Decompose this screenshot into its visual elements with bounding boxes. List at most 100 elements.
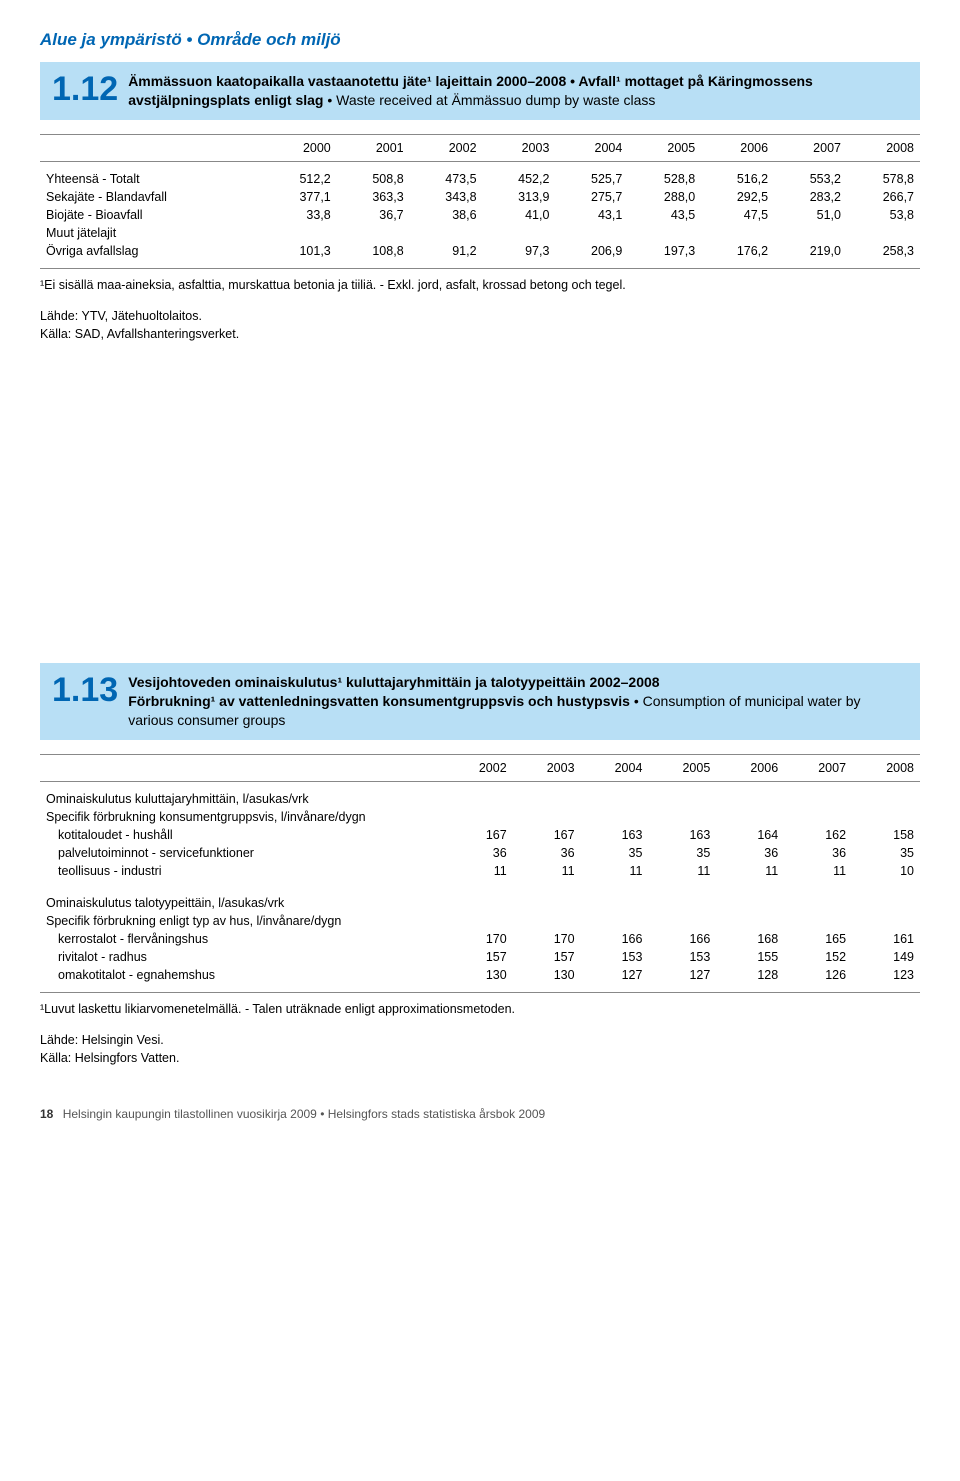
cell	[410, 224, 483, 242]
footer-text: Helsingin kaupungin tilastollinen vuosik…	[63, 1107, 545, 1121]
cell: 170	[513, 930, 581, 948]
table-row: Övriga avfallslag101,3108,891,297,3206,9…	[40, 242, 920, 260]
row-label: kotitaloudet - hushåll	[40, 826, 445, 844]
cell	[701, 224, 774, 242]
cell: 36	[784, 844, 852, 862]
table-row: Muut jätelajit	[40, 224, 920, 242]
cell: 170	[445, 930, 513, 948]
row-label: Biojäte - Bioavfall	[40, 206, 264, 224]
cell: 167	[445, 826, 513, 844]
table-113-footnote: ¹Luvut laskettu likiarvomenetelmällä. - …	[40, 1001, 920, 1019]
table-113-source2: Källa: Helsingfors Vatten.	[40, 1050, 920, 1068]
col-year: 2007	[774, 134, 847, 161]
table-113-header-row: 2002 2003 2004 2005 2006 2007 2008	[40, 754, 920, 781]
cell: 288,0	[628, 188, 701, 206]
cell: 157	[513, 948, 581, 966]
cell	[774, 224, 847, 242]
cell: 108,8	[337, 242, 410, 260]
table-113-title: Vesijohtoveden ominaiskulutus¹ kuluttaja…	[128, 673, 908, 730]
cell: 167	[513, 826, 581, 844]
table-112-number: 1.12	[52, 72, 118, 106]
col-year: 2002	[445, 754, 513, 781]
cell: 35	[852, 844, 920, 862]
cell: 343,8	[410, 188, 483, 206]
cell: 158	[852, 826, 920, 844]
table-113-source1: Lähde: Helsingin Vesi.	[40, 1032, 920, 1050]
cell: 97,3	[483, 242, 556, 260]
row-label: Muut jätelajit	[40, 224, 264, 242]
row-label: palvelutoiminnot - servicefunktioner	[40, 844, 445, 862]
cell: 166	[648, 930, 716, 948]
table-112-footnote: ¹Ei sisällä maa-aineksia, asfalttia, mur…	[40, 277, 920, 295]
cell: 127	[581, 966, 649, 984]
cell: 377,1	[264, 188, 337, 206]
row-label: omakotitalot - egnahemshus	[40, 966, 445, 984]
cell: 152	[784, 948, 852, 966]
table-112: 2000 2001 2002 2003 2004 2005 2006 2007 …	[40, 134, 920, 269]
table-row: Yhteensä - Totalt512,2508,8473,5452,2525…	[40, 161, 920, 188]
row-label: Övriga avfallslag	[40, 242, 264, 260]
cell: 127	[648, 966, 716, 984]
cell: 153	[581, 948, 649, 966]
cell: 11	[513, 862, 581, 880]
cell: 130	[513, 966, 581, 984]
cell: 516,2	[701, 161, 774, 188]
table-row: rivitalot - radhus157157153153155152149	[40, 948, 920, 966]
col-year: 2004	[555, 134, 628, 161]
table-112-title-block: 1.12 Ämmässuon kaatopaikalla vastaanotet…	[40, 62, 920, 120]
table-row: Sekajäte - Blandavfall377,1363,3343,8313…	[40, 188, 920, 206]
cell: 47,5	[701, 206, 774, 224]
cell: 41,0	[483, 206, 556, 224]
row-label: rivitalot - radhus	[40, 948, 445, 966]
cell: 166	[581, 930, 649, 948]
row-label: Yhteensä - Totalt	[40, 161, 264, 188]
cell: 35	[581, 844, 649, 862]
cell: 168	[716, 930, 784, 948]
table-row: palvelutoiminnot - servicefunktioner 36 36…	[40, 844, 920, 862]
cell: 11	[648, 862, 716, 880]
group-header-label: Ominaiskulutus kuluttajaryhmittäin, l/as…	[40, 781, 920, 808]
cell: 163	[581, 826, 649, 844]
cell: 128	[716, 966, 784, 984]
cell: 35	[648, 844, 716, 862]
group-header-label: Ominaiskulutus talotyypeittäin, l/asukas…	[40, 894, 920, 912]
table-row: Biojäte - Bioavfall33,836,738,641,043,14…	[40, 206, 920, 224]
col-year: 2007	[784, 754, 852, 781]
cell: 258,3	[847, 242, 920, 260]
cell	[483, 224, 556, 242]
group-header: Specifik förbrukning enligt typ av hus, …	[40, 912, 920, 930]
cell: 164	[716, 826, 784, 844]
cell: 36,7	[337, 206, 410, 224]
table-112-source2: Källa: SAD, Avfallshanteringsverket.	[40, 326, 920, 344]
cell: 473,5	[410, 161, 483, 188]
cell: 36	[513, 844, 581, 862]
cell	[264, 224, 337, 242]
group-header: Ominaiskulutus talotyypeittäin, l/asukas…	[40, 894, 920, 912]
cell: 43,1	[555, 206, 628, 224]
cell: 508,8	[337, 161, 410, 188]
section-header: Alue ja ympäristö • Område och miljö	[40, 30, 920, 50]
col-year: 2008	[847, 134, 920, 161]
cell: 219,0	[774, 242, 847, 260]
col-year: 2008	[852, 754, 920, 781]
group-header-label: Specifik förbrukning konsumentgruppsvis,…	[40, 808, 920, 826]
table-113-title-block: 1.13 Vesijohtoveden ominaiskulutus¹ kulu…	[40, 663, 920, 740]
col-year: 2006	[701, 134, 774, 161]
group-header: Ominaiskulutus kuluttajaryhmittäin, l/as…	[40, 781, 920, 808]
row-label: Sekajäte - Blandavfall	[40, 188, 264, 206]
cell: 292,5	[701, 188, 774, 206]
cell: 130	[445, 966, 513, 984]
col-year: 2002	[410, 134, 483, 161]
cell: 51,0	[774, 206, 847, 224]
cell: 197,3	[628, 242, 701, 260]
cell: 53,8	[847, 206, 920, 224]
cell: 176,2	[701, 242, 774, 260]
cell	[555, 224, 628, 242]
cell: 149	[852, 948, 920, 966]
cell: 126	[784, 966, 852, 984]
cell: 363,3	[337, 188, 410, 206]
cell: 153	[648, 948, 716, 966]
table-113-number: 1.13	[52, 673, 118, 707]
cell: 525,7	[555, 161, 628, 188]
cell	[847, 224, 920, 242]
